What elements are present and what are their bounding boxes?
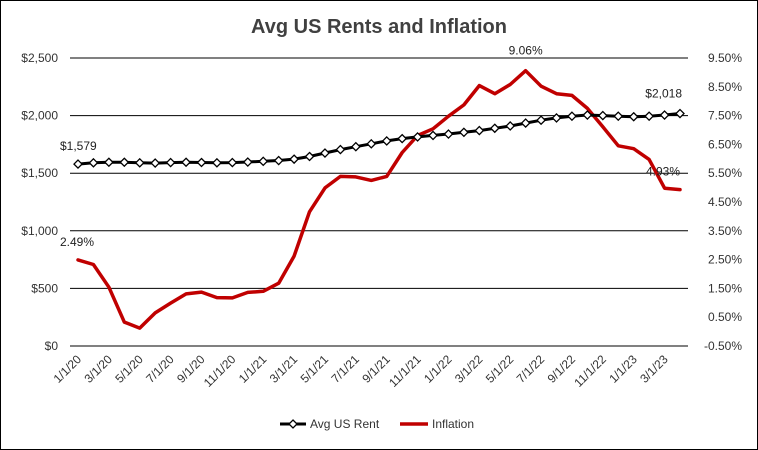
rent-marker [597, 110, 608, 121]
left-tick-label: $2,000 [21, 109, 58, 123]
right-tick-label: 2.50% [708, 253, 742, 267]
rent-marker [443, 129, 454, 139]
right-tick-label: 5.50% [708, 166, 742, 180]
rent-marker [320, 148, 330, 158]
right-tick-label: 7.50% [708, 109, 742, 123]
x-tick-label: 1/1/21 [236, 352, 270, 386]
rent-marker [258, 156, 269, 167]
rent-marker [474, 125, 485, 136]
chart-title: Avg US Rents and Inflation [251, 16, 507, 38]
x-tick-label: 7/1/22 [514, 352, 548, 386]
rent-marker [628, 111, 639, 122]
rent-marker [428, 130, 438, 141]
rent-marker [242, 157, 253, 167]
rent-marker [150, 158, 161, 168]
rent-marker [227, 157, 238, 168]
data-labels: $1,579 $2,018 2.49% 9.06% 4.93% [60, 44, 682, 249]
right-tick-label: -0.50% [704, 339, 742, 353]
x-tick-label: 7/1/21 [328, 352, 362, 386]
x-tick-label: 5/1/21 [298, 352, 332, 386]
left-tick-label: $0 [45, 339, 59, 353]
rent-marker [366, 138, 377, 149]
rent-marker [520, 118, 531, 129]
x-tick-label: 3/1/20 [81, 352, 115, 386]
rent-marker [103, 157, 114, 168]
rent-marker [613, 111, 624, 122]
rent-marker [536, 115, 546, 126]
rent-marker [505, 121, 516, 131]
right-tick-label: 6.50% [708, 137, 742, 151]
rent-marker [289, 154, 300, 165]
rent-line [77, 112, 681, 166]
rent-marker [675, 108, 685, 119]
legend: Avg US Rent Inflation [280, 417, 474, 431]
rent-marker [212, 157, 222, 168]
x-tick-label: 11/1/20 [201, 352, 239, 390]
left-tick-label: $500 [31, 281, 58, 295]
left-tick-label: $1,500 [21, 166, 58, 180]
rent-marker [644, 111, 655, 122]
rent-marker [551, 112, 562, 123]
right-tick-label: 9.50% [708, 51, 742, 65]
x-tick-label: 1/1/20 [51, 352, 85, 386]
rent-marker [73, 159, 83, 170]
data-label: $1,579 [60, 139, 97, 153]
inflation-line [76, 68, 682, 330]
rent-marker [659, 110, 670, 120]
rent-marker [196, 157, 207, 168]
x-tick-label: 5/1/20 [112, 352, 146, 386]
x-tick-label: 3/1/21 [267, 352, 301, 386]
rent-marker [273, 155, 284, 166]
left-axis: $0 $500 $1,000 $1,500 $2,000 $2,500 [21, 51, 58, 353]
x-tick-label: 11/1/21 [386, 352, 424, 390]
left-tick-label: $2,500 [21, 51, 58, 65]
legend-inflation-label: Inflation [432, 417, 474, 431]
right-tick-label: 0.50% [708, 310, 742, 324]
rent-marker [134, 157, 145, 168]
left-tick-label: $1,000 [21, 224, 58, 238]
rent-marker [381, 136, 392, 146]
right-tick-label: 8.50% [708, 80, 742, 94]
x-tick-label: 5/1/22 [483, 352, 517, 386]
data-label: $2,018 [645, 87, 682, 101]
series-layer [73, 68, 685, 330]
x-tick-label: 7/1/20 [143, 352, 177, 386]
rent-marker [489, 123, 500, 134]
rent-marker [397, 133, 408, 144]
x-tick-label: 1/1/22 [421, 352, 455, 386]
data-label: 9.06% [509, 44, 543, 58]
rent-marker [567, 111, 577, 122]
data-label: 4.93% [646, 165, 680, 179]
right-tick-label: 1.50% [708, 281, 742, 295]
rent-marker [165, 157, 176, 168]
x-tick-label: 3/1/23 [637, 352, 671, 386]
rent-marker [582, 110, 593, 120]
legend-rent-marker [288, 419, 298, 429]
x-tick-label: 1/1/23 [606, 352, 640, 386]
right-axis: -0.50% 0.50% 1.50% 2.50% 3.50% 4.50% 5.50% 6.50… [704, 51, 742, 353]
data-label: 2.49% [60, 235, 94, 249]
legend-rent-label: Avg US Rent [310, 417, 380, 431]
right-tick-label: 4.50% [708, 195, 742, 209]
rent-marker [350, 141, 361, 152]
rent-marker [88, 157, 99, 168]
rent-marker [458, 127, 469, 138]
rent-marker [412, 131, 423, 142]
x-tick-label: 11/1/22 [571, 352, 609, 390]
rent-marker [335, 144, 346, 155]
right-tick-label: 3.50% [708, 224, 742, 238]
x-axis: 1/1/203/1/205/1/207/1/209/1/2011/1/201/1… [51, 352, 671, 390]
rent-marker [181, 157, 191, 168]
gridlines [70, 57, 688, 347]
x-tick-label: 3/1/22 [452, 352, 486, 386]
rent-marker [119, 157, 130, 168]
rent-marker [304, 151, 315, 162]
